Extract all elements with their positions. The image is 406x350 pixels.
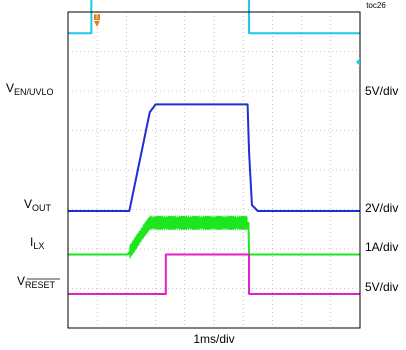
grid — [68, 12, 360, 328]
scale-ilx: 1A/div — [365, 240, 398, 254]
scale-vreset: 5V/div — [365, 280, 398, 294]
label-vout: VOUT — [24, 197, 52, 213]
label-vreset-sub: RESET — [25, 280, 56, 290]
label-ven-uvlo: VEN/UVLO — [6, 81, 54, 97]
label-ilx-sub: LX — [33, 241, 44, 251]
x-axis-label: 1ms/div — [193, 332, 234, 346]
label-ilx: ILX — [30, 235, 44, 251]
trigger-label: T — [95, 15, 99, 21]
trace-ilx-ripple — [129, 214, 248, 260]
trigger-marker-icon — [94, 14, 100, 27]
label-vreset: VRESET — [17, 274, 56, 290]
scale-vout: 2V/div — [365, 201, 398, 215]
label-ven-uvlo-sub: EN/UVLO — [14, 87, 54, 97]
trace-v-out — [68, 103, 360, 212]
chart-id: toc26 — [366, 1, 386, 10]
trace-v-reset — [68, 253, 360, 295]
scale-ven-uvlo: 5V/div — [365, 84, 398, 98]
level-marker-icon — [356, 58, 360, 66]
trace-v-en-uvlo — [68, 0, 360, 35]
trace-i-lx — [68, 221, 360, 256]
plot-frame — [67, 11, 361, 329]
label-vout-sub: OUT — [32, 203, 52, 213]
traces — [68, 0, 360, 295]
